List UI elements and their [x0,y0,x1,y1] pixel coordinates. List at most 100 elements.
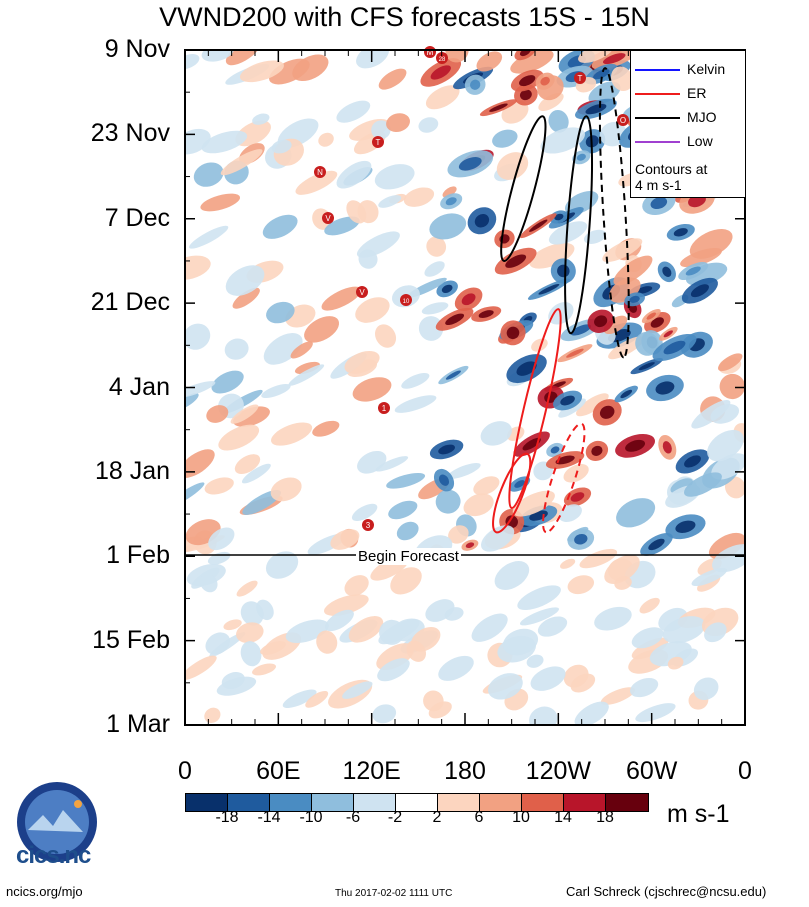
anomaly-core [662,441,672,454]
anomaly-core [430,65,451,80]
anomaly-blob [386,472,426,489]
anomaly-core [489,103,508,112]
storm-marker-circle [356,286,368,298]
anomaly-blob [707,429,744,462]
anomaly-core [519,75,536,87]
anomaly-blob [336,100,371,123]
anomaly-blob [344,575,369,597]
anomaly-blob [719,373,745,400]
anomaly-blob [372,704,397,724]
anomaly-core [458,157,482,171]
anomaly-blob [530,666,566,691]
anomaly-blob [704,622,727,643]
anomaly-blob [324,216,360,236]
anomaly-blob [262,214,298,239]
anomaly-blob [220,149,263,176]
footer-website-link[interactable]: ncics.org/mjo [6,884,83,899]
anomaly-blob [288,364,325,386]
logo-text: cics.nc [16,842,91,869]
anomaly-blob [613,255,653,286]
anomaly-blob [316,630,338,654]
anomaly-core [441,284,453,294]
storm-marker: V [322,212,334,224]
y-tick-label: 15 Feb [92,625,170,654]
anomaly-blob [378,68,407,90]
anomaly-blob [265,551,299,579]
anomaly-blob [270,477,302,502]
anomaly-core [574,533,588,545]
anomaly-blob [463,493,494,517]
anomaly-blob [252,113,270,125]
anomaly-core [593,68,610,80]
anomaly-blob [494,561,530,590]
anomaly-blob [476,51,503,72]
anomaly-blob [708,532,745,560]
colorbar-label: 2 [432,809,442,826]
anomaly-blob [510,50,554,74]
anomaly-blob [691,567,728,587]
storm-marker-circle [362,519,374,531]
anomaly-blob [662,616,706,644]
anomaly-blob [526,654,544,668]
anomaly-blob [270,422,313,446]
anomaly-core [675,520,696,533]
colorbar-segment [228,794,270,811]
anomaly-blob [680,247,722,268]
anomaly-blob [616,498,656,528]
anomaly-blob [712,544,745,573]
colorbar-segment [354,794,396,811]
anomaly-core [438,444,455,455]
contour-er [492,452,532,534]
anomaly-blob [344,350,380,374]
anomaly-core [629,295,640,303]
anomaly-core [655,381,675,395]
anomaly-core [465,542,475,548]
footer-author[interactable]: Carl Schreck (cjschrec@ncsu.edu) [566,884,767,899]
anomaly-core [570,324,592,336]
anomaly-blob [352,377,392,402]
y-tick-label: 23 Nov [90,119,170,148]
anomaly-blob [261,384,291,399]
anomaly-blob [216,676,257,696]
anomaly-blob [614,575,632,590]
anomaly-blob [574,701,609,725]
anomaly-core [514,480,525,488]
anomaly-blob [594,606,632,631]
colorbar-label: -18 [215,809,239,826]
anomaly-blob [225,50,263,66]
anomaly-blob [204,477,234,495]
anomaly-blob [448,525,469,544]
storm-marker: 3 [362,519,374,531]
anomaly-blob [236,622,264,644]
storm-marker-label: 1 [382,404,387,413]
anomaly-core [506,326,520,340]
anomaly-blob [185,323,211,350]
anomaly-blob [604,554,640,584]
anomaly-blob [185,381,216,399]
anomaly-blob [193,162,224,187]
anomaly-core [650,197,668,210]
colorbar-label: 14 [554,809,572,826]
anomaly-blob [447,463,481,479]
legend-low-line [635,141,680,143]
anomaly-blob [611,66,634,92]
storm-marker-circle [322,212,334,224]
anomaly-core [594,315,608,328]
storm-marker: M [424,46,436,58]
anomaly-blob [424,261,445,277]
storm-markers: M 28 T O T N V V 10 1 3 [314,46,629,531]
anomaly-blob [602,238,643,263]
anomaly-blob [185,255,211,280]
anomaly-blob [185,449,215,478]
anomaly-blob [667,656,684,670]
footer-timestamp: Thu 2017-02-02 1111 UTC [335,888,453,899]
y-tick-label: 7 Dec [104,203,170,232]
anomaly-blob [185,393,199,410]
anomaly-blob [480,421,512,446]
anomaly-blob [241,463,271,484]
anomaly-blob [295,170,338,195]
anomaly-blob [540,127,585,154]
storm-marker-circle [314,166,326,178]
anomaly-blob [438,655,474,681]
anomaly-blob [442,186,457,198]
